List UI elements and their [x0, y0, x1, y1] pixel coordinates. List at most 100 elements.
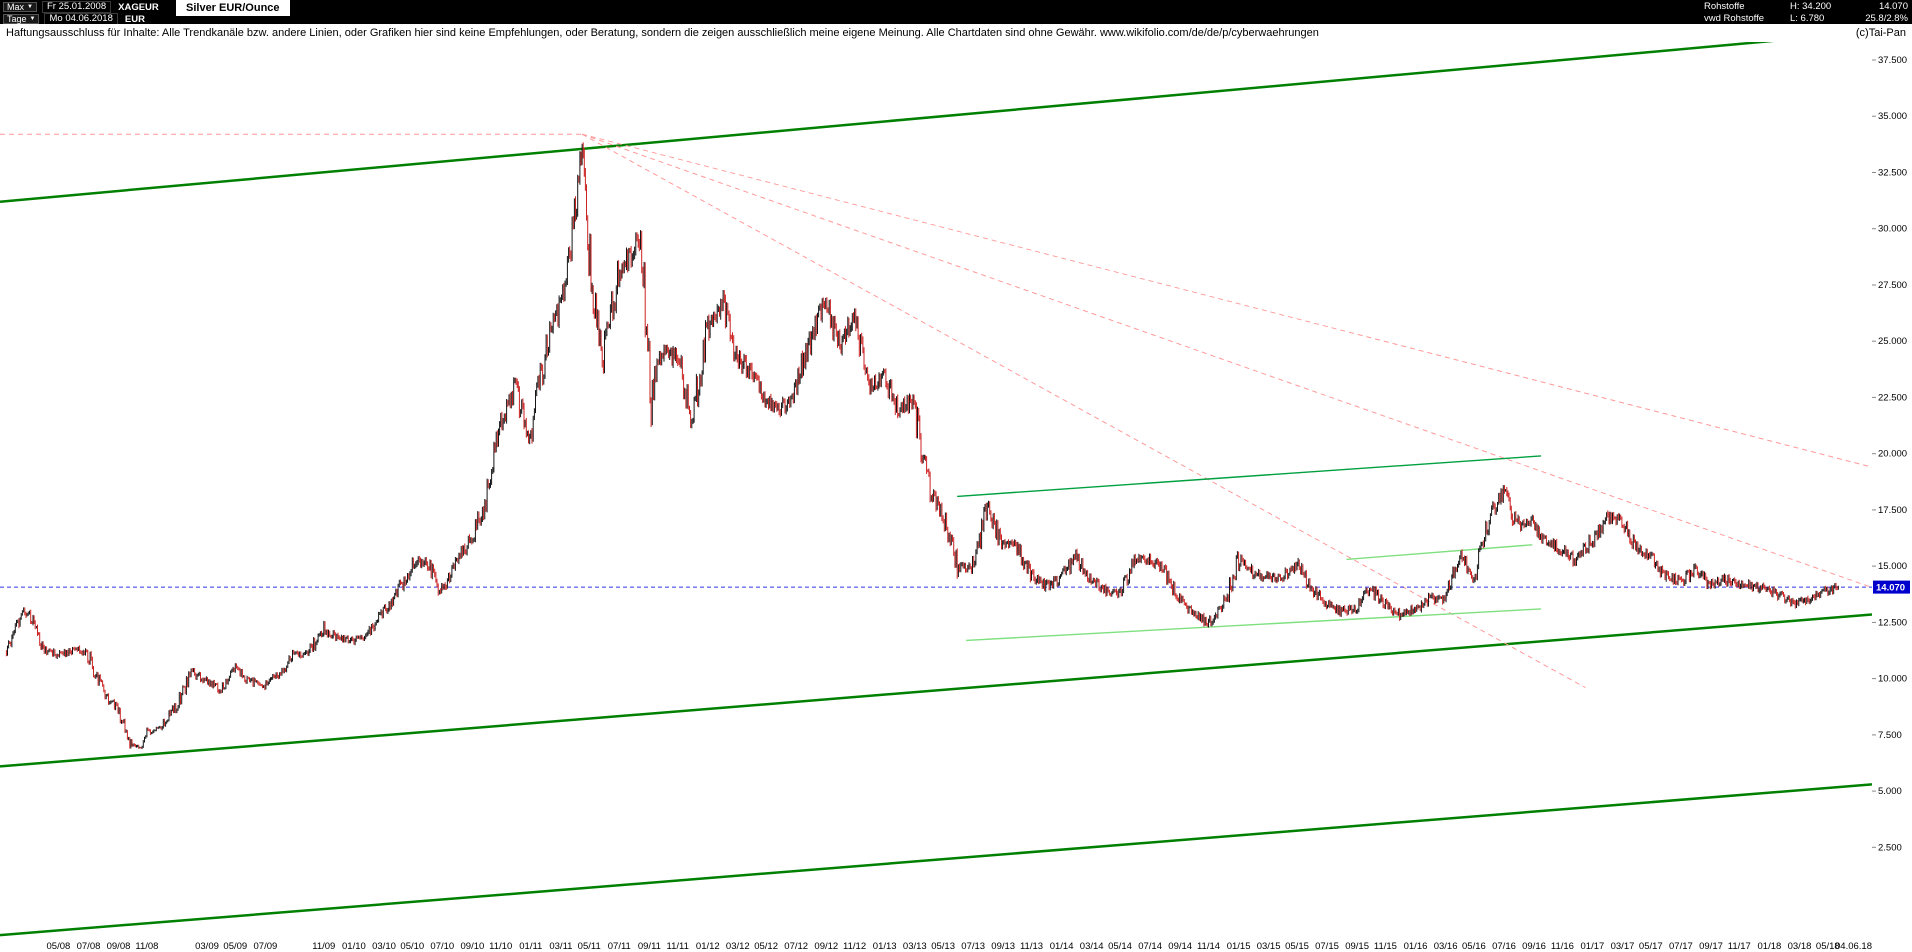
instrument-title: Silver EUR/Ounce [176, 0, 290, 16]
x-axis-label: 03/10 [372, 941, 396, 952]
downtrend-fan-line-2[interactable] [581, 133, 1872, 588]
x-axis-label: 03/17 [1611, 941, 1635, 952]
x-axis-label: 09/17 [1699, 941, 1723, 952]
outer-lower-trend-channel-line[interactable] [0, 783, 1872, 937]
x-axis-label: 09/15 [1345, 941, 1369, 952]
x-axis-label: 01/12 [696, 941, 720, 952]
x-axis-label: 05/15 [1285, 941, 1309, 952]
y-axis-label: 15.000 [1878, 561, 1907, 572]
copyright-label: (c)Tai-Pan [1855, 27, 1906, 39]
x-axis-label: 11/09 [312, 941, 335, 952]
x-axis-label: 07/08 [77, 941, 101, 952]
x-axis-label: 07/12 [784, 941, 808, 952]
x-axis-label: 03/14 [1080, 941, 1104, 952]
y-axis-label: 17.500 [1878, 505, 1907, 516]
x-axis-label: 09/14 [1168, 941, 1192, 952]
x-axis-label: 01/11 [519, 941, 542, 952]
x-axis-label: 05/16 [1462, 941, 1486, 952]
x-axis-label: 03/12 [726, 941, 750, 952]
last-price-value: 14.070 [1878, 1, 1908, 12]
x-axis-label: 07/09 [254, 941, 278, 952]
x-axis-label: 09/16 [1522, 941, 1546, 952]
y-axis-label: 7.500 [1878, 730, 1902, 741]
x-axis-label: 01/17 [1581, 941, 1605, 952]
minor-uptrend-line-upper[interactable] [957, 455, 1542, 498]
chart-header-bar: Max ▼ Fr 25.01.2008 XAGEUR Tage ▼ Mo 04.… [0, 0, 1912, 25]
change-value: 25.8/2.8% [1865, 13, 1908, 24]
x-axis-label: 05/10 [400, 941, 424, 952]
x-axis-label: 07/13 [961, 941, 985, 952]
x-axis-label: 11/13 [1020, 941, 1043, 952]
x-axis-label: 04.06.18 [1835, 941, 1872, 952]
source-label: vwd Rohstoffe [1704, 13, 1765, 24]
range-select-button[interactable]: Max ▼ [3, 2, 37, 12]
y-axis-label: 30.000 [1878, 224, 1907, 235]
price-series-down-bars [5, 142, 1838, 749]
price-series-up-bars [7, 143, 1839, 749]
x-axis-label: 11/08 [135, 941, 158, 952]
x-axis-label: 03/11 [549, 941, 572, 952]
y-axis-label: 27.500 [1878, 280, 1907, 291]
start-date-field[interactable]: Fr 25.01.2008 [41, 1, 112, 13]
x-axis-label: 11/12 [843, 941, 866, 952]
x-axis-label: 03/15 [1257, 941, 1281, 952]
x-axis-label: 09/12 [814, 941, 838, 952]
minor-uptrend-line-lower[interactable] [966, 608, 1542, 642]
x-axis-label: 07/17 [1669, 941, 1693, 952]
chevron-down-icon: ▼ [27, 4, 33, 10]
downtrend-fan-line-3[interactable] [581, 133, 1586, 689]
x-axis-label: 01/13 [873, 941, 897, 952]
x-axis-label: 01/16 [1404, 941, 1428, 952]
y-axis-label: 20.000 [1878, 449, 1907, 460]
x-axis-label: 11/11 [667, 941, 689, 952]
x-axis-label: 09/10 [461, 941, 485, 952]
x-axis-label: 05/11 [578, 941, 601, 952]
y-axis-label: 25.000 [1878, 336, 1907, 347]
price-chart[interactable]: 37.500 35.000 32.500 30.000 27.500 25.000 22.5… [0, 42, 1912, 952]
symbol-field[interactable]: XAGEUR [118, 1, 159, 13]
period-select-button[interactable]: Tage ▼ [3, 14, 40, 24]
last-price-badge [1873, 580, 1910, 594]
x-axis-label: 07/16 [1492, 941, 1516, 952]
y-axis-label: 12.500 [1878, 617, 1907, 628]
y-axis-label: 32.500 [1878, 168, 1907, 179]
y-axis-label: 10.000 [1878, 674, 1907, 685]
x-axis-label: 07/15 [1315, 941, 1339, 952]
x-axis-label: 11/10 [489, 941, 512, 952]
x-axis-label: 05/13 [931, 941, 955, 952]
x-axis-label: 09/11 [638, 941, 661, 952]
x-axis-label: 11/15 [1374, 941, 1397, 952]
downtrend-fan-line-1[interactable] [581, 133, 1872, 468]
x-axis-label: 05/17 [1639, 941, 1663, 952]
chevron-down-icon: ▼ [29, 16, 36, 22]
y-axis-label: 37.500 [1878, 55, 1907, 66]
x-axis-label: 05/12 [754, 941, 778, 952]
x-axis-label: 07/14 [1138, 941, 1162, 952]
y-axis-label: 2.500 [1878, 842, 1902, 853]
y-axis-label: 22.500 [1878, 392, 1907, 403]
disclaimer-text: Haftungsausschluss für Inhalte: Alle Tre… [6, 27, 1319, 39]
y-axis-label: 35.000 [1878, 111, 1907, 122]
x-axis-label: 11/17 [1728, 941, 1751, 952]
last-price-badge-label: 14.070 [1876, 583, 1905, 594]
x-axis-label: 03/09 [195, 941, 219, 952]
high-value: H: 34.200 [1790, 1, 1832, 12]
upper-trend-channel-line[interactable] [0, 42, 1872, 203]
range-select-label: Max [7, 2, 25, 12]
x-axis-label: 11/16 [1551, 941, 1574, 952]
x-axis-label: 09/08 [107, 941, 131, 952]
x-axis-label: 03/16 [1434, 941, 1458, 952]
lower-trend-channel-line[interactable] [0, 613, 1872, 768]
x-axis-label: 11/14 [1197, 941, 1220, 952]
x-axis-label: 05/08 [47, 941, 71, 952]
x-axis-label: 07/10 [430, 941, 454, 952]
disclaimer-bar: Haftungsausschluss für Inhalte: Alle Tre… [0, 24, 1912, 42]
low-value: L: 6.780 [1790, 13, 1825, 24]
period-select-label: Tage [7, 14, 27, 24]
y-axis-label: 5.000 [1878, 786, 1902, 797]
x-axis-label: 03/18 [1788, 941, 1812, 952]
minor-range-line[interactable] [1346, 544, 1533, 561]
x-axis-label: 01/14 [1050, 941, 1074, 952]
currency-label: EUR [124, 13, 145, 25]
